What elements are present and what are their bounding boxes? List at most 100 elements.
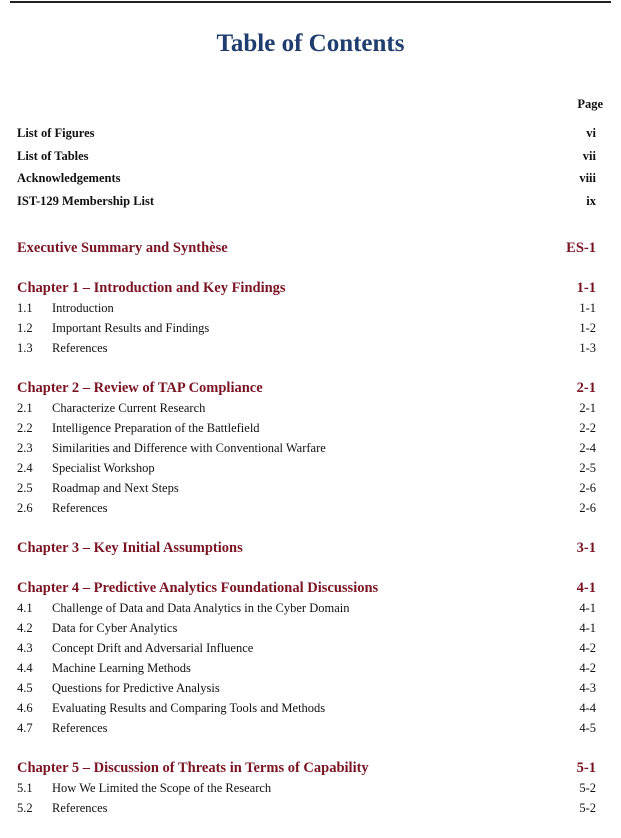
- section-number: 1.2: [17, 321, 33, 335]
- section-title[interactable]: Introduction: [52, 301, 114, 315]
- section-title[interactable]: Machine Learning Methods: [52, 661, 191, 675]
- section-number: 2.4: [17, 461, 33, 475]
- section-entry[interactable]: 4.1 Challenge of Data and Data Analytics …: [17, 598, 596, 618]
- section-page: 2-4: [579, 441, 596, 455]
- section-page: 5-2: [579, 801, 596, 815]
- chapter-heading[interactable]: Chapter 1 – Introduction and Key Finding…: [17, 278, 596, 298]
- chapter-block: Chapter 3 – Key Initial Assumptions 3-1: [17, 538, 596, 558]
- section-entry[interactable]: 2.5 Roadmap and Next Steps 2-6: [17, 478, 596, 498]
- chapter-page: ES-1: [566, 240, 596, 256]
- entry-page: viii: [579, 171, 596, 185]
- section-title[interactable]: Intelligence Preparation of the Battlefi…: [52, 421, 260, 435]
- toc-entry[interactable]: List of Figures vi: [17, 122, 596, 145]
- chapter-heading[interactable]: Chapter 3 – Key Initial Assumptions 3-1: [17, 538, 596, 558]
- chapter-block: Chapter 2 – Review of TAP Compliance 2-1 2…: [17, 378, 596, 518]
- chapter-title[interactable]: Chapter 3 – Key Initial Assumptions: [17, 540, 243, 556]
- section-entry[interactable]: 4.7 References 4-5: [17, 718, 596, 738]
- section-entry[interactable]: 2.6 References 2-6: [17, 498, 596, 518]
- section-number: 4.4: [17, 661, 33, 675]
- section-page: 2-1: [579, 401, 596, 415]
- section-page: 1-1: [579, 301, 596, 315]
- section-entry[interactable]: 4.4 Machine Learning Methods 4-2: [17, 658, 596, 678]
- section-title[interactable]: References: [52, 341, 108, 355]
- section-number: 4.7: [17, 721, 33, 735]
- section-page: 1-2: [579, 321, 596, 335]
- chapter-heading[interactable]: Chapter 2 – Review of TAP Compliance 2-1: [17, 378, 596, 398]
- section-number: 4.3: [17, 641, 33, 655]
- section-number: 4.5: [17, 681, 33, 695]
- section-title[interactable]: Concept Drift and Adversarial Influence: [52, 641, 254, 655]
- chapter-title[interactable]: Chapter 5 – Discussion of Threats in Ter…: [17, 760, 369, 776]
- section-title[interactable]: Data for Cyber Analytics: [52, 621, 178, 635]
- section-page: 4-2: [579, 661, 596, 675]
- section-number: 5.2: [17, 801, 33, 815]
- section-entry[interactable]: 1.1 Introduction 1-1: [17, 298, 596, 318]
- toc-entry[interactable]: List of Tables vii: [17, 145, 596, 168]
- section-title[interactable]: Questions for Predictive Analysis: [52, 681, 220, 695]
- section-title[interactable]: Characterize Current Research: [52, 401, 206, 415]
- section-page: 2-6: [579, 481, 596, 495]
- section-page: 4-5: [579, 721, 596, 735]
- chapter-title[interactable]: Chapter 2 – Review of TAP Compliance: [17, 380, 263, 396]
- section-page: 5-2: [579, 781, 596, 795]
- chapter-block: Executive Summary and Synthèse ES-1: [17, 238, 596, 258]
- chapter-heading[interactable]: Chapter 5 – Discussion of Threats in Ter…: [17, 758, 596, 778]
- header-rule: [10, 1, 611, 3]
- section-page: 1-3: [579, 341, 596, 355]
- section-entry[interactable]: 4.6 Evaluating Results and Comparing Tool…: [17, 698, 596, 718]
- section-title[interactable]: References: [52, 501, 108, 515]
- section-entry[interactable]: 1.2 Important Results and Findings 1-2: [17, 318, 596, 338]
- section-entry[interactable]: 5.1 How We Limited the Scope of the Resea…: [17, 778, 596, 798]
- section-page: 2-2: [579, 421, 596, 435]
- chapter-title[interactable]: Chapter 1 – Introduction and Key Finding…: [17, 280, 286, 296]
- section-number: 1.1: [17, 301, 33, 315]
- chapter-page: 3-1: [576, 540, 596, 556]
- section-title[interactable]: Similarities and Difference with Convent…: [52, 441, 326, 455]
- section-page: 4-2: [579, 641, 596, 655]
- section-number: 2.3: [17, 441, 33, 455]
- section-title[interactable]: Roadmap and Next Steps: [52, 481, 179, 495]
- section-page: 2-5: [579, 461, 596, 475]
- front-matter-list: List of Figures vi List of Tables vii Acknow…: [17, 122, 596, 212]
- toc-entry[interactable]: IST-129 Membership List ix: [17, 190, 596, 213]
- chapter-page: 1-1: [576, 280, 596, 296]
- section-entry[interactable]: 4.2 Data for Cyber Analytics 4-1: [17, 618, 596, 638]
- section-entry[interactable]: 2.1 Characterize Current Research 2-1: [17, 398, 596, 418]
- entry-title[interactable]: IST-129 Membership List: [17, 193, 155, 208]
- section-number: 4.1: [17, 601, 33, 615]
- section-entry[interactable]: 2.3 Similarities and Difference with Conv…: [17, 438, 596, 458]
- chapter-title[interactable]: Chapter 4 – Predictive Analytics Foundat…: [17, 580, 379, 596]
- entry-title[interactable]: Acknowledgements: [17, 171, 121, 185]
- section-page: 4-1: [579, 601, 596, 615]
- section-title[interactable]: Specialist Workshop: [52, 461, 155, 475]
- section-number: 4.6: [17, 701, 33, 715]
- section-title[interactable]: References: [52, 721, 108, 735]
- chapter-title[interactable]: Executive Summary and Synthèse: [17, 240, 228, 256]
- section-title[interactable]: References: [52, 801, 108, 815]
- toc-entry[interactable]: Acknowledgements viii: [17, 167, 596, 190]
- chapter-heading[interactable]: Executive Summary and Synthèse ES-1: [17, 238, 596, 258]
- section-title[interactable]: How We Limited the Scope of the Research: [52, 781, 272, 795]
- section-page: 4-4: [579, 701, 596, 715]
- page-column-header: Page: [577, 97, 603, 111]
- chapter-heading[interactable]: Chapter 4 – Predictive Analytics Foundat…: [17, 578, 596, 598]
- section-page: 4-3: [579, 681, 596, 695]
- section-number: 5.1: [17, 781, 33, 795]
- section-entry[interactable]: 2.4 Specialist Workshop 2-5: [17, 458, 596, 478]
- section-title[interactable]: Challenge of Data and Data Analytics in …: [52, 601, 350, 615]
- section-page: 4-1: [579, 621, 596, 635]
- section-number: 2.1: [17, 401, 33, 415]
- section-entry[interactable]: 4.3 Concept Drift and Adversarial Influen…: [17, 638, 596, 658]
- chapter-page: 5-1: [576, 760, 596, 776]
- section-entry[interactable]: 1.3 References 1-3: [17, 338, 596, 358]
- chapter-block: Chapter 5 – Discussion of Threats in Ter…: [17, 758, 596, 818]
- entry-title[interactable]: List of Figures: [17, 126, 95, 140]
- chapter-block: Chapter 1 – Introduction and Key Finding…: [17, 278, 596, 358]
- section-entry[interactable]: 2.2 Intelligence Preparation of the Battl…: [17, 418, 596, 438]
- section-title[interactable]: Evaluating Results and Comparing Tools a…: [52, 701, 326, 715]
- section-entry[interactable]: 5.2 References 5-2: [17, 798, 596, 818]
- section-number: 2.5: [17, 481, 33, 495]
- entry-title[interactable]: List of Tables: [17, 148, 89, 163]
- section-entry[interactable]: 4.5 Questions for Predictive Analysis 4-3: [17, 678, 596, 698]
- section-title[interactable]: Important Results and Findings: [52, 321, 210, 335]
